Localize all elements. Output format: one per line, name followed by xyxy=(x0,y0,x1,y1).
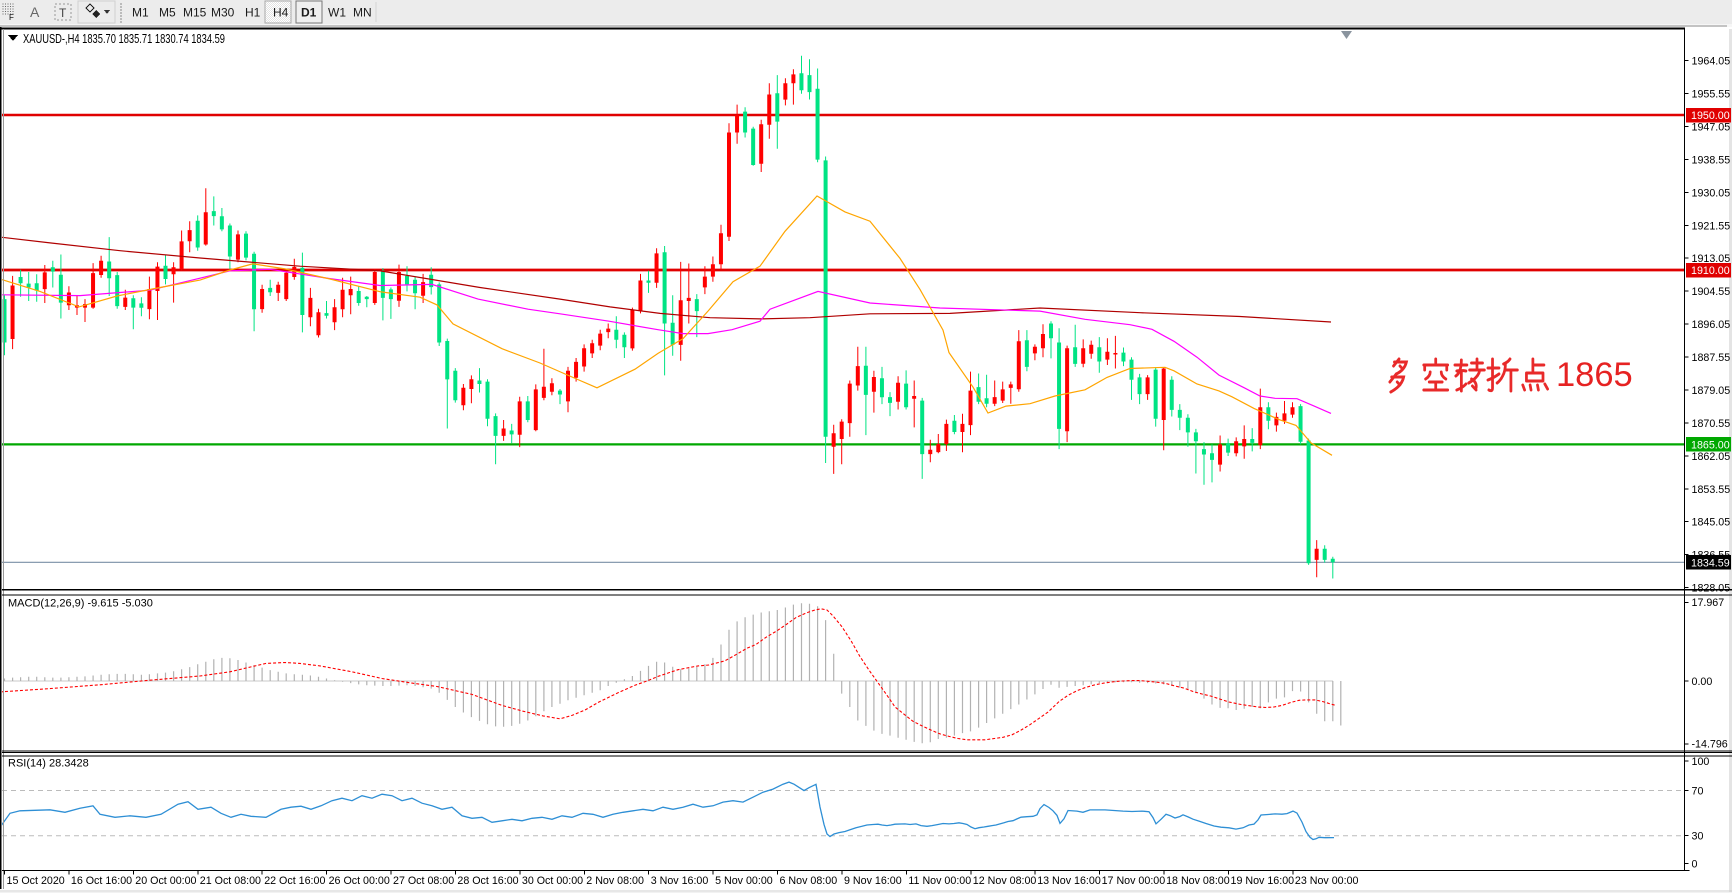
svg-text:3 Nov 16:00: 3 Nov 16:00 xyxy=(651,875,709,887)
svg-text:11 Nov 00:00: 11 Nov 00:00 xyxy=(908,875,971,887)
svg-text:9 Nov 16:00: 9 Nov 16:00 xyxy=(844,875,902,887)
svg-text:16 Oct 16:00: 16 Oct 16:00 xyxy=(71,875,132,887)
svg-text:1947.05: 1947.05 xyxy=(1692,122,1731,134)
svg-text:1853.55: 1853.55 xyxy=(1692,484,1731,496)
svg-text:1930.05: 1930.05 xyxy=(1692,187,1731,199)
svg-text:1938.55: 1938.55 xyxy=(1692,154,1731,166)
svg-text:M30: M30 xyxy=(211,6,235,20)
svg-text:13 Nov 16:00: 13 Nov 16:00 xyxy=(1037,875,1101,887)
svg-text:1913.05: 1913.05 xyxy=(1692,253,1731,265)
svg-text:H1: H1 xyxy=(245,6,261,20)
svg-text:A: A xyxy=(30,4,40,20)
svg-text:1887.55: 1887.55 xyxy=(1692,352,1731,364)
svg-text:F: F xyxy=(9,13,14,22)
svg-text:1865.00: 1865.00 xyxy=(1691,440,1730,452)
svg-text:2 Nov 08:00: 2 Nov 08:00 xyxy=(586,875,644,887)
svg-text:1862.05: 1862.05 xyxy=(1692,451,1731,463)
svg-text:1921.55: 1921.55 xyxy=(1692,220,1731,232)
svg-text:0.00: 0.00 xyxy=(1692,676,1713,688)
svg-text:1955.55: 1955.55 xyxy=(1692,89,1731,101)
svg-text:M5: M5 xyxy=(159,6,176,20)
svg-text:MACD(12,26,9) -9.615 -5.030: MACD(12,26,9) -9.615 -5.030 xyxy=(8,598,153,610)
svg-text:70: 70 xyxy=(1692,786,1704,798)
svg-text:0: 0 xyxy=(1692,859,1698,871)
svg-text:12 Nov 08:00: 12 Nov 08:00 xyxy=(973,875,1037,887)
svg-text:17.967: 17.967 xyxy=(1692,597,1725,609)
svg-text:21 Oct 08:00: 21 Oct 08:00 xyxy=(200,875,261,887)
svg-text:19 Nov 16:00: 19 Nov 16:00 xyxy=(1231,875,1295,887)
svg-text:30: 30 xyxy=(1692,831,1704,843)
svg-text:23 Nov 00:00: 23 Nov 00:00 xyxy=(1295,875,1359,887)
svg-text:M15: M15 xyxy=(183,6,207,20)
svg-text:22 Oct 16:00: 22 Oct 16:00 xyxy=(264,875,325,887)
svg-text:-14.796: -14.796 xyxy=(1692,739,1728,751)
svg-text:1870.55: 1870.55 xyxy=(1692,418,1731,430)
svg-text:18 Nov 08:00: 18 Nov 08:00 xyxy=(1166,875,1230,887)
svg-text:1896.05: 1896.05 xyxy=(1692,319,1731,331)
svg-text:100: 100 xyxy=(1692,756,1710,768)
svg-text:1950.00: 1950.00 xyxy=(1691,110,1730,122)
svg-text:MN: MN xyxy=(353,6,372,20)
svg-text:M1: M1 xyxy=(132,6,149,20)
svg-text:6 Nov 08:00: 6 Nov 08:00 xyxy=(780,875,838,887)
svg-text:H4: H4 xyxy=(273,6,289,20)
svg-text:5 Nov 00:00: 5 Nov 00:00 xyxy=(715,875,773,887)
svg-text:30 Oct 00:00: 30 Oct 00:00 xyxy=(522,875,583,887)
svg-text:15 Oct 2020: 15 Oct 2020 xyxy=(7,875,65,887)
svg-text:20 Oct 00:00: 20 Oct 00:00 xyxy=(135,875,196,887)
svg-text:1845.05: 1845.05 xyxy=(1692,517,1731,529)
svg-text:D1: D1 xyxy=(301,6,317,20)
svg-text:XAUUSD-,H4 1835.70 1835.71 18: XAUUSD-,H4 1835.70 1835.71 1830.74 1834.… xyxy=(23,31,225,46)
svg-text:27 Oct 08:00: 27 Oct 08:00 xyxy=(393,875,454,887)
svg-text:RSI(14) 28.3428: RSI(14) 28.3428 xyxy=(8,758,89,770)
svg-text:1910.00: 1910.00 xyxy=(1691,265,1730,277)
svg-text:1879.05: 1879.05 xyxy=(1692,385,1731,397)
svg-text:17 Nov 00:00: 17 Nov 00:00 xyxy=(1102,875,1166,887)
svg-text:1964.05: 1964.05 xyxy=(1692,56,1731,68)
svg-text:1828.05: 1828.05 xyxy=(1692,583,1731,595)
svg-text:T: T xyxy=(59,6,67,20)
svg-text:1834.59: 1834.59 xyxy=(1691,558,1730,570)
svg-text:1865: 1865 xyxy=(1556,356,1633,394)
svg-text:28 Oct 16:00: 28 Oct 16:00 xyxy=(457,875,518,887)
svg-text:W1: W1 xyxy=(328,6,346,20)
svg-text:26 Oct 00:00: 26 Oct 00:00 xyxy=(329,875,390,887)
svg-text:1904.55: 1904.55 xyxy=(1692,286,1731,298)
